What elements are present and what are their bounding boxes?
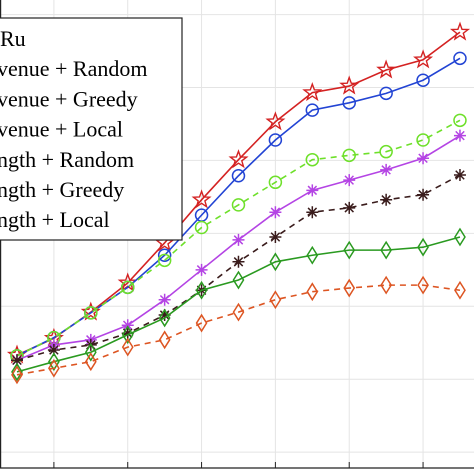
- marker: [121, 319, 134, 332]
- series-line: [16, 236, 461, 373]
- marker: [121, 337, 134, 357]
- marker: [343, 278, 356, 298]
- marker: [343, 201, 356, 214]
- marker: [343, 240, 356, 260]
- marker: [232, 255, 245, 268]
- marker: [158, 330, 171, 350]
- marker: [195, 280, 208, 300]
- marker: [268, 133, 283, 147]
- marker: [380, 240, 393, 260]
- series-line: [16, 119, 461, 357]
- marker: [11, 365, 23, 385]
- marker: [48, 352, 60, 372]
- marker: [305, 152, 320, 167]
- marker: [305, 103, 320, 117]
- marker: [195, 313, 208, 333]
- marker: [194, 220, 209, 235]
- marker: [376, 59, 397, 79]
- marker: [47, 344, 60, 357]
- marker: [339, 75, 360, 95]
- marker: [343, 174, 356, 187]
- marker: [269, 206, 282, 219]
- marker: [416, 133, 430, 147]
- legend-label: ngth + Local: [0, 207, 110, 232]
- marker: [269, 252, 282, 272]
- legend: Ru venue + Random venue + Greedy venue + Lo…: [0, 17, 183, 241]
- marker: [121, 325, 134, 345]
- marker: [380, 193, 393, 206]
- marker: [195, 263, 208, 276]
- legend-label: Ru: [0, 26, 26, 51]
- marker: [191, 189, 212, 209]
- marker: [417, 275, 429, 295]
- marker: [158, 309, 171, 322]
- marker: [158, 308, 171, 328]
- marker: [413, 49, 434, 69]
- marker: [228, 149, 249, 169]
- marker: [268, 175, 283, 190]
- marker: [11, 362, 23, 382]
- legend-label: venue + Random: [0, 56, 148, 81]
- marker: [302, 82, 323, 102]
- marker: [417, 152, 430, 165]
- marker: [120, 280, 135, 295]
- legend-box: [0, 17, 183, 241]
- marker: [157, 253, 172, 268]
- marker: [306, 282, 319, 302]
- marker: [84, 306, 98, 320]
- legend-label: ngth + Random: [0, 147, 134, 172]
- marker: [380, 163, 393, 176]
- marker: [48, 358, 60, 378]
- marker: [84, 352, 97, 372]
- marker: [231, 168, 246, 183]
- marker: [306, 245, 319, 265]
- marker: [10, 354, 23, 367]
- legend-label: venue + Local: [0, 117, 123, 142]
- marker: [269, 231, 282, 243]
- legend-label: venue + Greedy: [0, 86, 138, 111]
- marker: [232, 302, 245, 322]
- marker: [306, 184, 319, 197]
- series-line: [16, 284, 461, 376]
- marker: [232, 233, 245, 246]
- marker: [265, 111, 286, 131]
- marker: [454, 280, 466, 300]
- marker: [454, 227, 466, 247]
- marker: [379, 86, 393, 101]
- marker: [417, 188, 430, 201]
- marker: [380, 275, 393, 295]
- marker: [453, 113, 467, 128]
- marker: [269, 290, 282, 310]
- marker: [157, 248, 172, 262]
- legend-label: ngth + Greedy: [0, 177, 124, 202]
- marker: [417, 237, 429, 257]
- marker: [158, 293, 171, 306]
- series-line: [16, 57, 461, 357]
- marker: [453, 129, 466, 142]
- marker: [453, 51, 467, 66]
- marker: [231, 198, 246, 212]
- marker: [449, 21, 471, 41]
- marker: [453, 169, 466, 182]
- marker: [232, 270, 245, 290]
- marker: [416, 73, 430, 87]
- marker: [379, 144, 393, 159]
- marker: [84, 342, 97, 362]
- marker: [342, 96, 356, 110]
- marker: [306, 206, 319, 219]
- marker: [121, 327, 134, 340]
- marker: [342, 148, 356, 163]
